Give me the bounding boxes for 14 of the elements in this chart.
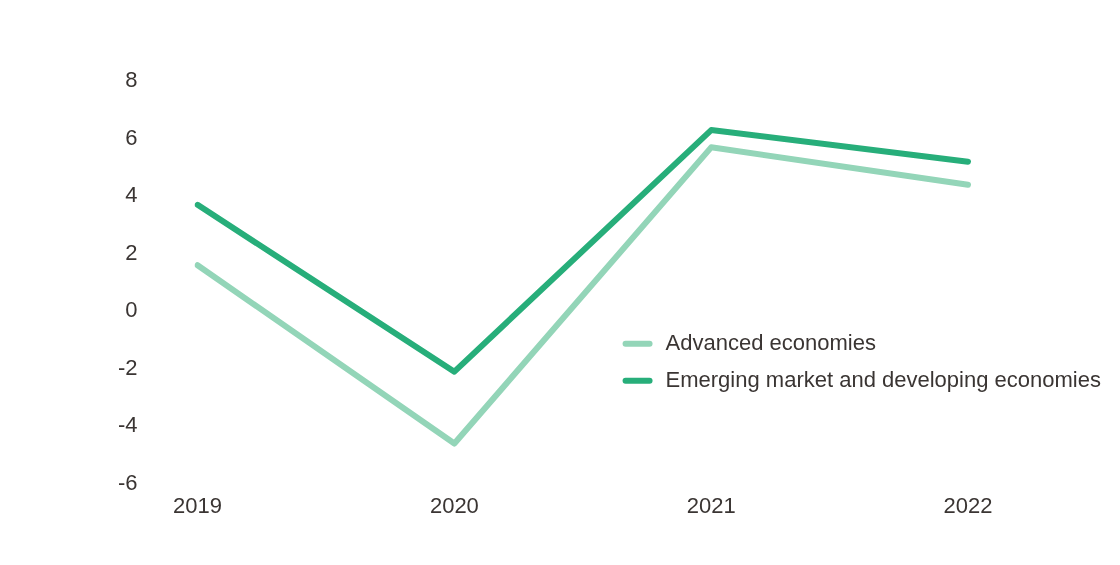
- y-tick-label: 2: [125, 239, 138, 265]
- x-tick-label: 2021: [686, 493, 736, 519]
- x-tick-label: 2022: [943, 493, 993, 519]
- y-tick-label: -4: [118, 412, 138, 438]
- legend-label: Advanced economies: [665, 329, 876, 355]
- legend-label: Emerging market and developing economies: [665, 366, 1101, 392]
- y-tick-label: -2: [118, 354, 138, 380]
- y-tick-label: 8: [125, 67, 138, 93]
- y-tick-label: -6: [118, 469, 138, 495]
- y-tick-label: 6: [125, 124, 138, 150]
- y-tick-label: 4: [125, 182, 138, 208]
- x-tick-label: 2020: [429, 493, 479, 519]
- x-tick-label: 2019: [173, 493, 223, 519]
- y-tick-label: 0: [125, 297, 138, 323]
